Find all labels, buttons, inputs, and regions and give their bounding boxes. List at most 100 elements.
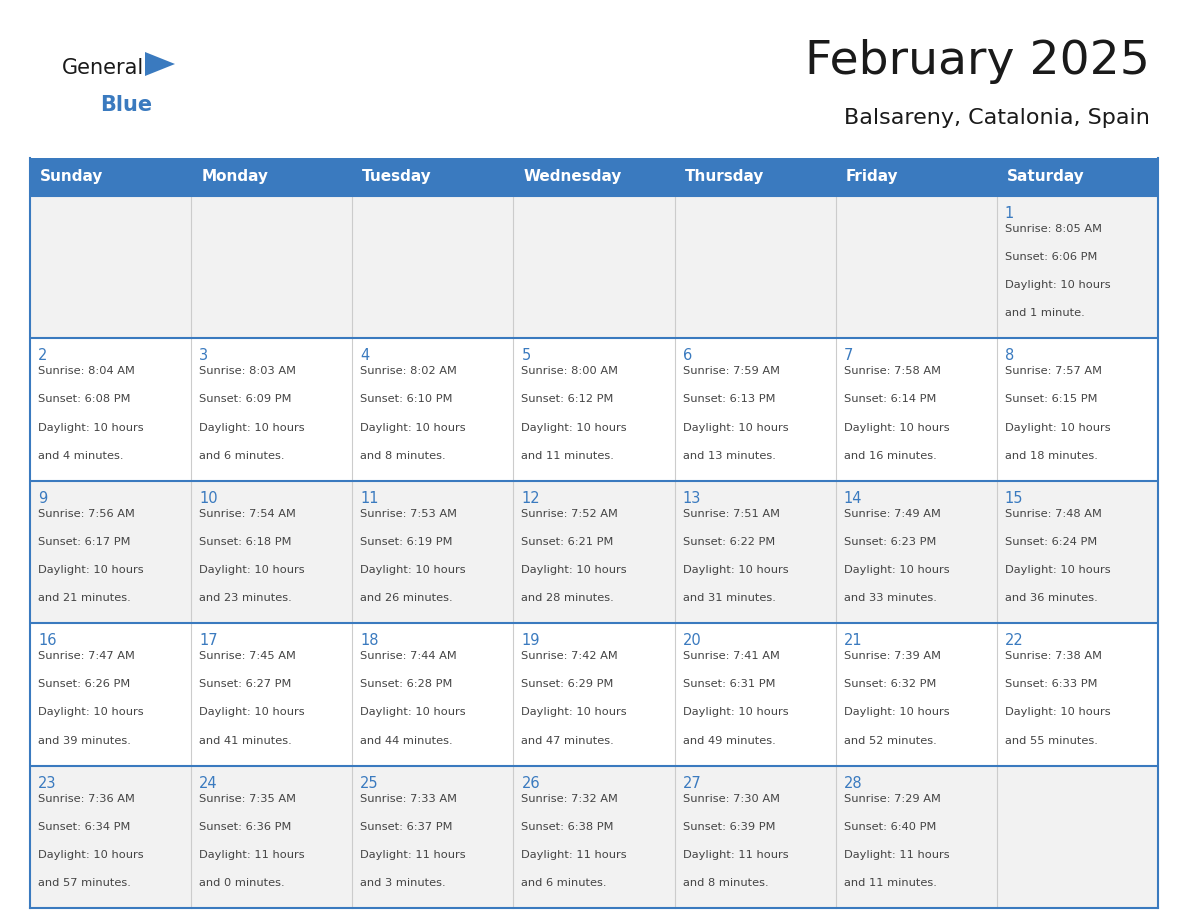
Text: and 36 minutes.: and 36 minutes.: [1005, 593, 1098, 603]
Bar: [513, 196, 675, 339]
Text: Sunrise: 7:42 AM: Sunrise: 7:42 AM: [522, 651, 618, 661]
Text: 18: 18: [360, 633, 379, 648]
Bar: [353, 623, 513, 766]
Text: Saturday: Saturday: [1007, 170, 1085, 185]
Text: Daylight: 10 hours: Daylight: 10 hours: [38, 422, 144, 432]
Text: Sunset: 6:15 PM: Sunset: 6:15 PM: [1005, 395, 1098, 405]
Text: Sunrise: 7:53 AM: Sunrise: 7:53 AM: [360, 509, 457, 519]
Text: and 33 minutes.: and 33 minutes.: [843, 593, 936, 603]
Bar: [30, 196, 191, 339]
Text: Daylight: 10 hours: Daylight: 10 hours: [200, 565, 305, 575]
Text: 16: 16: [38, 633, 57, 648]
Text: Sunrise: 7:29 AM: Sunrise: 7:29 AM: [843, 793, 941, 803]
Text: and 52 minutes.: and 52 minutes.: [843, 735, 936, 745]
Text: 20: 20: [683, 633, 701, 648]
Text: and 0 minutes.: and 0 minutes.: [200, 878, 285, 888]
Bar: [997, 481, 1158, 623]
Text: Sunset: 6:27 PM: Sunset: 6:27 PM: [200, 679, 291, 689]
Text: Blue: Blue: [100, 95, 152, 115]
Bar: [30, 623, 191, 766]
Text: 26: 26: [522, 776, 541, 790]
Bar: [191, 339, 353, 481]
Text: General: General: [62, 58, 144, 78]
Text: and 6 minutes.: and 6 minutes.: [200, 451, 285, 461]
Text: Daylight: 11 hours: Daylight: 11 hours: [200, 850, 305, 860]
Text: Daylight: 10 hours: Daylight: 10 hours: [522, 422, 627, 432]
Bar: [353, 766, 513, 908]
Bar: [191, 623, 353, 766]
Text: 10: 10: [200, 491, 217, 506]
Text: Daylight: 10 hours: Daylight: 10 hours: [522, 565, 627, 575]
Bar: [191, 158, 353, 196]
Text: 24: 24: [200, 776, 217, 790]
Bar: [835, 623, 997, 766]
Text: 11: 11: [360, 491, 379, 506]
Bar: [513, 623, 675, 766]
Bar: [353, 481, 513, 623]
Text: Daylight: 10 hours: Daylight: 10 hours: [843, 422, 949, 432]
Text: Sunrise: 7:45 AM: Sunrise: 7:45 AM: [200, 651, 296, 661]
Bar: [30, 158, 191, 196]
Bar: [191, 196, 353, 339]
Bar: [997, 196, 1158, 339]
Bar: [675, 623, 835, 766]
Bar: [30, 766, 191, 908]
Text: Sunrise: 7:30 AM: Sunrise: 7:30 AM: [683, 793, 779, 803]
Bar: [191, 766, 353, 908]
Text: Sunset: 6:28 PM: Sunset: 6:28 PM: [360, 679, 453, 689]
Bar: [30, 481, 191, 623]
Bar: [513, 766, 675, 908]
Text: Sunrise: 7:41 AM: Sunrise: 7:41 AM: [683, 651, 779, 661]
Bar: [675, 481, 835, 623]
Bar: [997, 339, 1158, 481]
Text: Thursday: Thursday: [684, 170, 764, 185]
Text: Sunset: 6:29 PM: Sunset: 6:29 PM: [522, 679, 614, 689]
Bar: [30, 339, 191, 481]
Text: Sunrise: 7:56 AM: Sunrise: 7:56 AM: [38, 509, 135, 519]
Bar: [513, 158, 675, 196]
Text: Sunset: 6:19 PM: Sunset: 6:19 PM: [360, 537, 453, 547]
Text: Sunrise: 7:57 AM: Sunrise: 7:57 AM: [1005, 366, 1101, 376]
Text: Sunset: 6:06 PM: Sunset: 6:06 PM: [1005, 252, 1098, 263]
Bar: [835, 766, 997, 908]
Text: Daylight: 10 hours: Daylight: 10 hours: [38, 708, 144, 717]
Text: 19: 19: [522, 633, 539, 648]
Text: Sunrise: 7:52 AM: Sunrise: 7:52 AM: [522, 509, 618, 519]
Text: Sunset: 6:32 PM: Sunset: 6:32 PM: [843, 679, 936, 689]
Text: and 55 minutes.: and 55 minutes.: [1005, 735, 1098, 745]
Text: 14: 14: [843, 491, 862, 506]
Text: Daylight: 10 hours: Daylight: 10 hours: [1005, 280, 1111, 290]
Text: Sunset: 6:21 PM: Sunset: 6:21 PM: [522, 537, 614, 547]
Text: Sunrise: 8:02 AM: Sunrise: 8:02 AM: [360, 366, 457, 376]
Bar: [353, 339, 513, 481]
Text: Daylight: 10 hours: Daylight: 10 hours: [38, 850, 144, 860]
Text: Sunrise: 8:00 AM: Sunrise: 8:00 AM: [522, 366, 619, 376]
Text: Sunset: 6:08 PM: Sunset: 6:08 PM: [38, 395, 131, 405]
Text: February 2025: February 2025: [805, 39, 1150, 84]
Polygon shape: [145, 52, 175, 76]
Text: 28: 28: [843, 776, 862, 790]
Text: Sunset: 6:09 PM: Sunset: 6:09 PM: [200, 395, 291, 405]
Text: Daylight: 10 hours: Daylight: 10 hours: [360, 565, 466, 575]
Text: 12: 12: [522, 491, 541, 506]
Text: Sunset: 6:36 PM: Sunset: 6:36 PM: [200, 822, 291, 832]
Text: Sunrise: 7:33 AM: Sunrise: 7:33 AM: [360, 793, 457, 803]
Text: Sunset: 6:17 PM: Sunset: 6:17 PM: [38, 537, 131, 547]
Text: 3: 3: [200, 349, 208, 364]
Text: and 28 minutes.: and 28 minutes.: [522, 593, 614, 603]
Text: Sunset: 6:12 PM: Sunset: 6:12 PM: [522, 395, 614, 405]
Text: Balsareny, Catalonia, Spain: Balsareny, Catalonia, Spain: [845, 108, 1150, 128]
Text: 5: 5: [522, 349, 531, 364]
Text: and 8 minutes.: and 8 minutes.: [360, 451, 446, 461]
Bar: [997, 623, 1158, 766]
Bar: [675, 339, 835, 481]
Text: Sunrise: 7:51 AM: Sunrise: 7:51 AM: [683, 509, 779, 519]
Text: 27: 27: [683, 776, 701, 790]
Text: Sunset: 6:37 PM: Sunset: 6:37 PM: [360, 822, 453, 832]
Text: Daylight: 10 hours: Daylight: 10 hours: [843, 708, 949, 717]
Text: and 8 minutes.: and 8 minutes.: [683, 878, 769, 888]
Text: Daylight: 10 hours: Daylight: 10 hours: [522, 708, 627, 717]
Text: Sunset: 6:39 PM: Sunset: 6:39 PM: [683, 822, 775, 832]
Text: 4: 4: [360, 349, 369, 364]
Text: 8: 8: [1005, 349, 1015, 364]
